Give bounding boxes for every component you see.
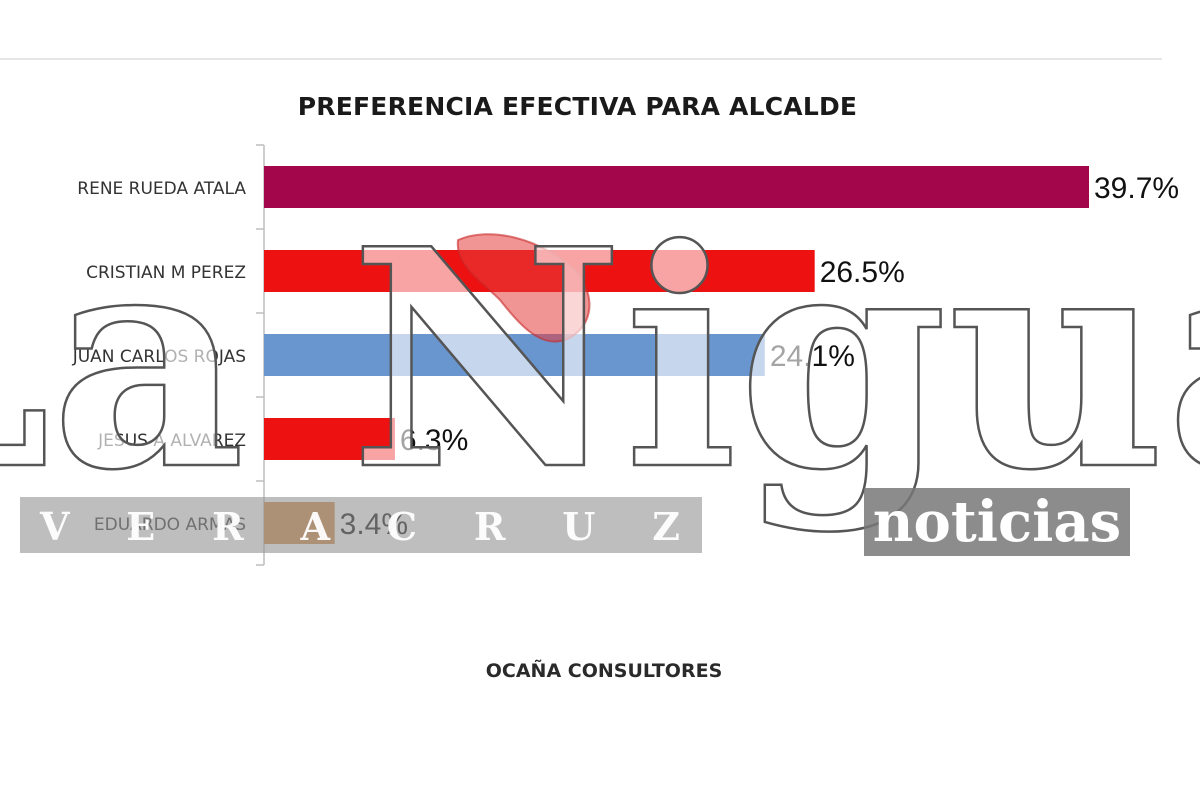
data-label: 3.4% <box>340 508 408 541</box>
chart-title: PREFERENCIA EFECTIVA PARA ALCALDE <box>297 92 858 121</box>
top-rule <box>0 58 1162 60</box>
category-label: JESUS A ALVAREZ <box>97 431 246 451</box>
data-label: 6.3% <box>400 424 468 457</box>
data-label: 39.7% <box>1094 172 1179 205</box>
bar <box>264 334 765 376</box>
bar <box>264 166 1089 208</box>
data-label: 26.5% <box>820 256 905 289</box>
category-label: JUAN CARLOS ROJAS <box>72 347 246 367</box>
category-label: EDUARDO ARMAS <box>94 515 246 535</box>
bar <box>264 418 395 460</box>
source-label: OCAÑA CONSULTORES <box>485 660 723 682</box>
category-label: RENE RUEDA ATALA <box>77 179 246 199</box>
bar <box>264 250 815 292</box>
bar-chart: RENE RUEDA ATALA 39.7% CRISTIAN M PEREZ 26.… <box>72 144 1179 566</box>
data-label: 24.1% <box>770 340 855 373</box>
bar <box>264 502 335 544</box>
category-label: CRISTIAN M PEREZ <box>86 263 246 283</box>
